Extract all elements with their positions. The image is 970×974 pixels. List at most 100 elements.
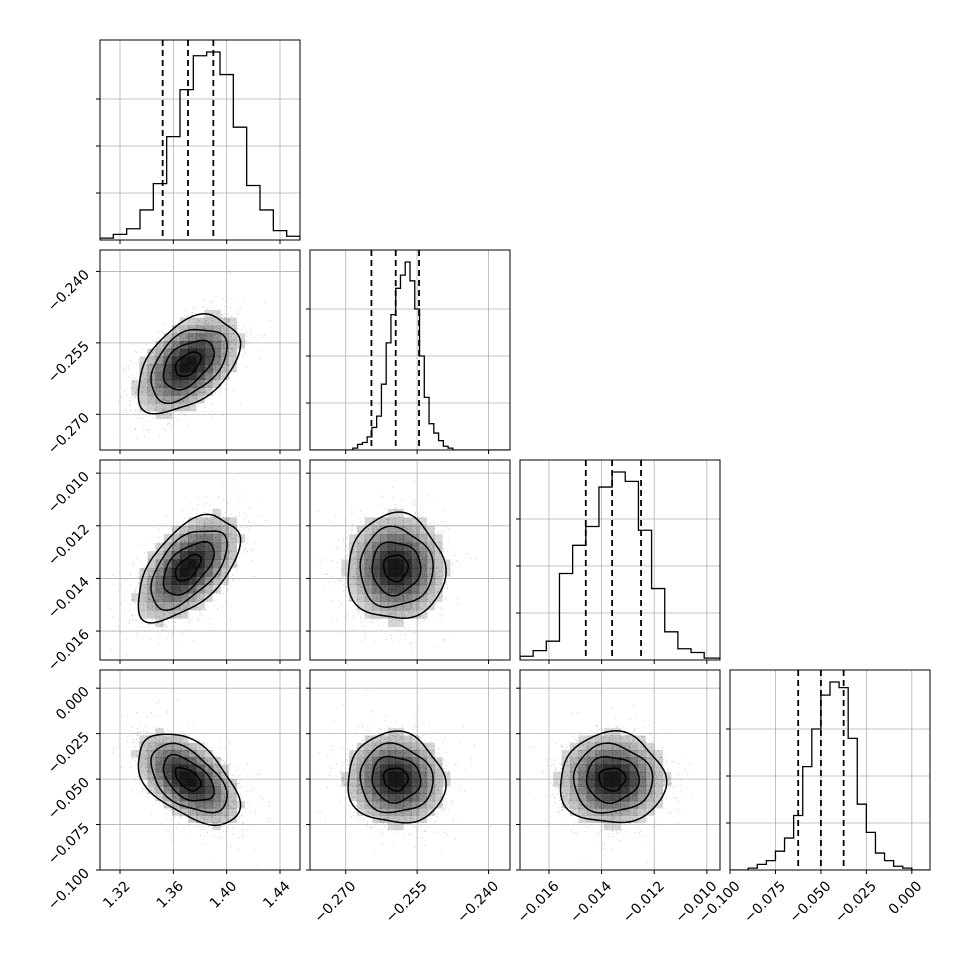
density-cell <box>163 764 173 773</box>
density-cell <box>179 325 189 334</box>
panel-frame <box>519 669 721 871</box>
density-cell <box>426 559 435 569</box>
density-cell <box>380 735 389 744</box>
contour-level-1 <box>598 767 627 792</box>
density-cell <box>628 800 638 809</box>
y-tick-label: −0.255 <box>45 338 93 386</box>
density-cell <box>586 779 596 787</box>
density-cell <box>179 387 189 396</box>
density-cell <box>155 348 164 357</box>
density-cell <box>380 601 389 611</box>
density-cell <box>163 584 173 594</box>
density-cell <box>395 525 404 535</box>
density-cell <box>196 815 205 824</box>
density-cell <box>364 534 373 543</box>
density-cell <box>620 786 630 794</box>
x-tick-label: −0.240 <box>454 878 502 926</box>
density-cell <box>628 779 638 787</box>
density-cell <box>204 525 213 535</box>
density-cell <box>395 822 404 831</box>
density-cell <box>628 764 638 773</box>
density-cell <box>612 735 621 744</box>
density-cell <box>570 793 579 802</box>
density-cell <box>188 601 197 611</box>
density-cell <box>188 333 197 342</box>
density-cell <box>196 593 205 602</box>
density-cell <box>570 786 579 794</box>
density-cell <box>364 559 373 569</box>
density-cell <box>434 793 443 802</box>
density-cell <box>171 340 181 350</box>
density-cell <box>220 372 229 381</box>
contour-level-2 <box>371 541 422 597</box>
density-cell <box>595 735 604 744</box>
density-cell <box>147 735 156 744</box>
density-cell <box>212 317 221 326</box>
density-cell <box>364 517 373 527</box>
density-cell <box>426 800 435 809</box>
density-cell <box>188 793 197 802</box>
density-cell <box>628 771 638 780</box>
density-cell <box>426 808 435 816</box>
density-cell <box>654 800 663 809</box>
density-cell <box>196 567 205 577</box>
density-cell <box>426 584 435 594</box>
density-cell <box>612 815 621 824</box>
density-cell <box>155 750 164 758</box>
density-cell <box>131 387 140 396</box>
contour-level-4 <box>137 733 242 826</box>
density-cell <box>395 735 404 744</box>
density-cell <box>395 742 404 751</box>
density-cell <box>356 551 365 560</box>
density-cell <box>204 576 213 586</box>
density-cell <box>212 508 221 518</box>
density-cell <box>204 815 213 824</box>
density-cell <box>163 364 173 373</box>
density-cell <box>139 584 148 594</box>
density-cell <box>163 593 173 602</box>
density-cell <box>188 340 197 350</box>
density-cell <box>364 750 373 758</box>
density-cell <box>403 525 412 535</box>
density-cell <box>586 757 596 765</box>
panel-1-0 <box>96 249 301 454</box>
density-cell <box>212 517 221 527</box>
density-cell <box>603 793 613 802</box>
contour-level-3 <box>150 742 228 814</box>
density-cell <box>395 728 404 736</box>
density-cell <box>411 593 420 602</box>
density-cell <box>364 601 373 611</box>
panel-content <box>520 460 720 660</box>
density-cell <box>139 379 148 388</box>
density-cell <box>196 534 205 543</box>
density-cell <box>356 576 365 586</box>
density-cell <box>395 618 404 628</box>
density-cell <box>620 750 630 758</box>
histogram-step <box>730 681 930 870</box>
density-cell <box>434 779 443 787</box>
panel-3-2 <box>516 669 721 874</box>
density-cell <box>419 551 428 560</box>
density-cell <box>147 567 156 577</box>
density-cell <box>356 601 365 611</box>
panel-frame <box>309 669 511 871</box>
density-cell <box>434 771 443 780</box>
density-cell <box>628 786 638 794</box>
density-cell <box>139 567 148 577</box>
panel-content <box>317 480 476 654</box>
x-tick-label: −0.270 <box>311 878 359 926</box>
density-cell <box>163 750 173 758</box>
density-cell <box>179 610 189 619</box>
density-cell <box>179 356 189 365</box>
density-cell <box>163 356 173 365</box>
density-cell <box>228 356 237 365</box>
density-cell <box>349 786 358 794</box>
density-cell <box>349 559 358 569</box>
density-cell <box>139 395 148 404</box>
density-cell <box>372 534 381 543</box>
density-cell <box>147 771 156 780</box>
density-cell <box>586 735 596 744</box>
density-cell <box>196 517 205 527</box>
density-cell <box>395 559 404 569</box>
density-cell <box>196 333 205 342</box>
